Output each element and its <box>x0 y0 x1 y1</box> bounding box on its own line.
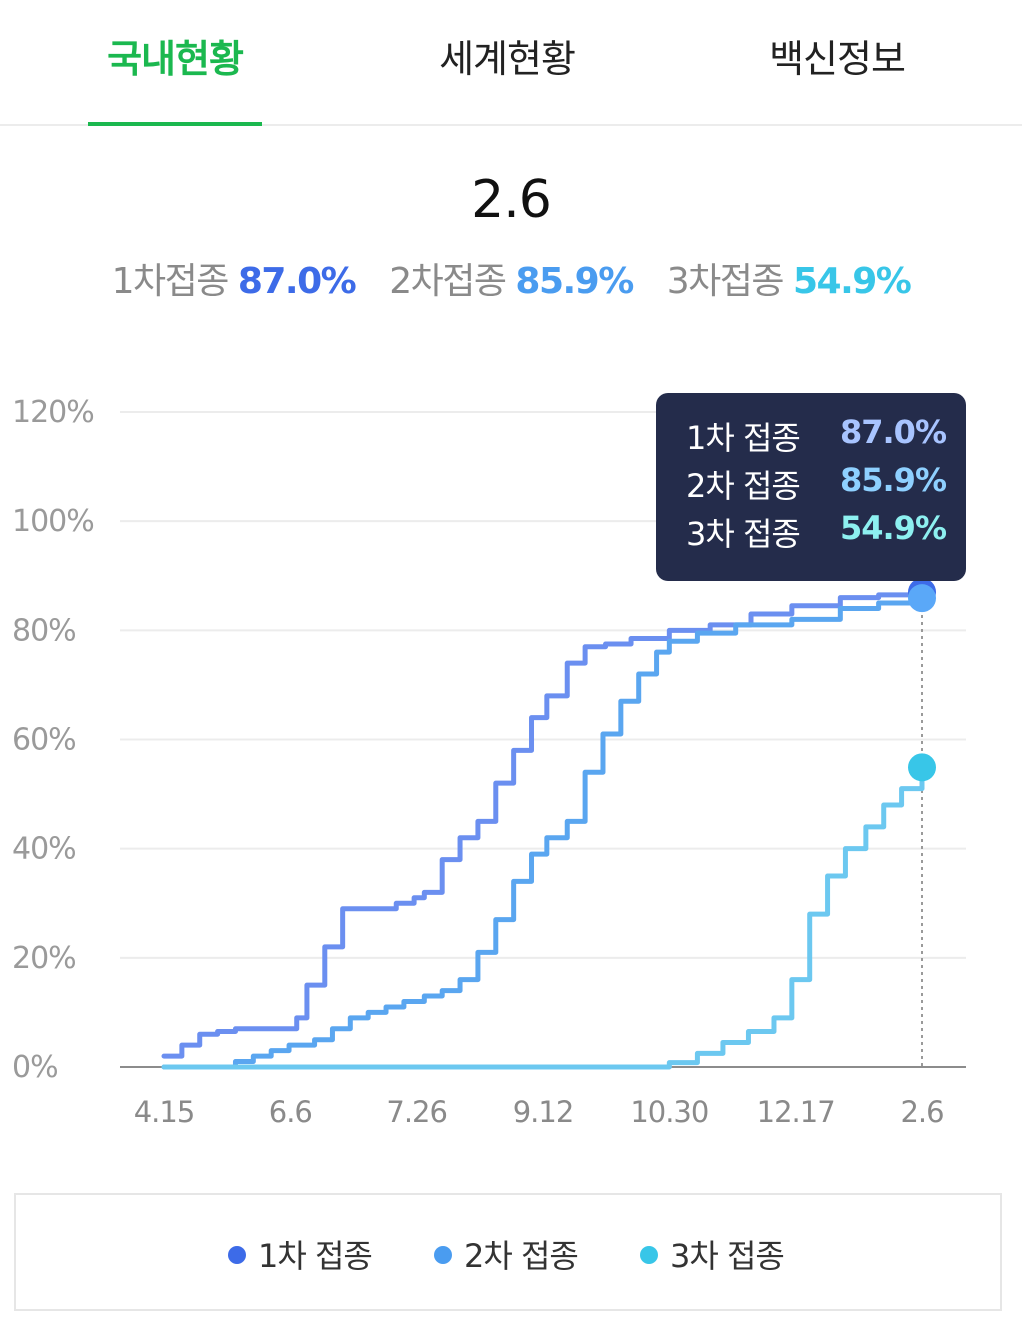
tooltip-label: 1차 접종 <box>686 419 801 457</box>
tooltip-value: 85.9% <box>839 461 947 499</box>
vaccination-rate-chart[interactable]: 0% 20% 40% 60% 80% 100% 120% 4.15 6.6 7.26 9.12 10.… <box>0 380 1022 1140</box>
tooltip-label: 2차 접종 <box>686 467 801 505</box>
summary-dose-3: 3차접종 54.9% <box>666 261 912 302</box>
x-tick-label: 12.17 <box>757 1095 835 1129</box>
y-tick-label: 120% <box>12 395 94 430</box>
tooltip-row-dose-1: 1차 접종 87.0% <box>686 413 947 461</box>
legend-label: 2차 접종 <box>464 1237 579 1275</box>
legend-dot-icon <box>434 1246 452 1264</box>
x-tick-label: 7.26 <box>386 1095 447 1129</box>
legend-dot-icon <box>228 1246 246 1264</box>
legend-item-dose-2[interactable]: 2차 접종 <box>434 1231 579 1275</box>
series-line-1 <box>161 589 925 1059</box>
chart-legend: 1차 접종 2차 접종 3차 접종 <box>14 1193 1002 1311</box>
active-tab-indicator <box>88 122 262 126</box>
chart-tooltip: 1차 접종 87.0% 2차 접종 85.9% 3차 접종 54.9% <box>656 393 966 581</box>
x-tick-label: 10.30 <box>630 1095 708 1129</box>
y-tick-label: 100% <box>12 504 94 539</box>
y-tick-label: 80% <box>12 613 76 648</box>
legend-item-dose-3[interactable]: 3차 접종 <box>640 1231 785 1275</box>
x-tick-label: 2.6 <box>900 1095 943 1129</box>
summary-label: 3차접종 <box>666 261 785 302</box>
x-tick-label: 4.15 <box>134 1095 195 1129</box>
series-line-3 <box>161 764 925 1070</box>
y-tick-label: 20% <box>12 941 76 976</box>
summary-value: 54.9% <box>792 261 912 302</box>
selected-date: 2.6 <box>471 170 552 230</box>
tooltip-row-dose-3: 3차 접종 54.9% <box>686 509 947 557</box>
tab-vaccine-info[interactable]: 백신정보 <box>769 37 906 81</box>
tab-domestic-status[interactable]: 국내현황 <box>107 37 244 81</box>
tab-world-status[interactable]: 세계현황 <box>439 37 576 81</box>
tooltip-label: 3차 접종 <box>686 515 801 553</box>
x-tick-label: 6.6 <box>269 1095 312 1129</box>
summary-dose-1: 1차접종 87.0% <box>111 261 357 302</box>
summary-value: 87.0% <box>237 261 357 302</box>
y-tick-label: 60% <box>12 723 76 758</box>
legend-label: 1차 접종 <box>258 1237 373 1275</box>
legend-dot-icon <box>640 1246 658 1264</box>
endpoint-marker-3 <box>908 753 936 782</box>
y-tick-label: 0% <box>12 1050 58 1085</box>
summary-label: 2차접종 <box>389 261 507 302</box>
y-tick-label: 40% <box>12 832 76 867</box>
endpoint-marker-2 <box>908 584 936 613</box>
vaccination-summary: 1차접종 87.0% 2차접종 85.9% 3차접종 54.9% <box>0 252 1022 304</box>
summary-value: 85.9% <box>515 261 634 302</box>
x-tick-label: 9.12 <box>513 1095 574 1129</box>
tooltip-value: 87.0% <box>839 413 947 451</box>
summary-dose-2: 2차접종 85.9% <box>389 261 634 302</box>
legend-label: 3차 접종 <box>670 1237 785 1275</box>
tab-bar: 국내현황 세계현황 백신정보 <box>0 0 1022 126</box>
legend-item-dose-1[interactable]: 1차 접종 <box>228 1231 373 1275</box>
tooltip-row-dose-2: 2차 접종 85.9% <box>686 461 947 509</box>
summary-label: 1차접종 <box>111 261 230 302</box>
tooltip-value: 54.9% <box>839 509 947 547</box>
series-line-2 <box>161 595 925 1070</box>
